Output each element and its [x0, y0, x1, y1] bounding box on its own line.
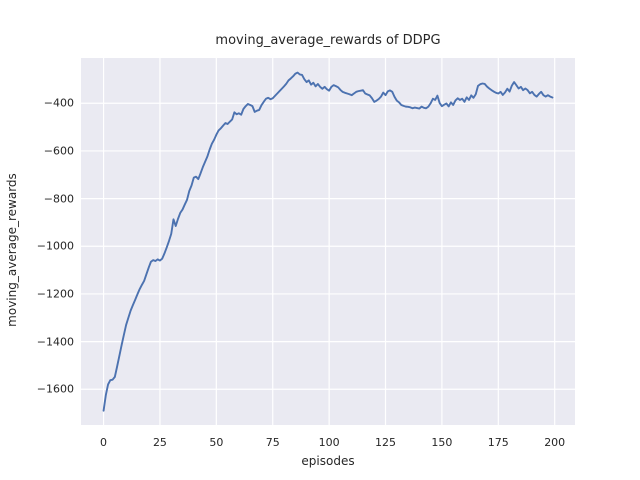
y-tick-label: −600: [43, 144, 74, 158]
y-tick-label: −800: [43, 192, 74, 206]
x-tick-label: 50: [209, 436, 224, 449]
x-tick-label: 200: [544, 436, 566, 449]
chart-title: moving_average_rewards of DDPG: [215, 33, 441, 48]
y-tick-label: −1400: [36, 335, 74, 349]
x-tick-label: 175: [487, 436, 509, 449]
x-tick-label: 0: [100, 436, 108, 449]
y-tick-label: −1600: [36, 382, 74, 396]
x-tick-label: 75: [265, 436, 280, 449]
y-tick-label: −1000: [36, 239, 74, 253]
x-tick-label: 125: [375, 436, 397, 449]
y-tick-label: −1200: [36, 287, 74, 301]
line-chart: [81, 58, 575, 425]
x-tick-label: 100: [318, 436, 340, 449]
y-tick-label: −400: [43, 96, 74, 110]
plot-area: [81, 58, 575, 425]
data-line: [102, 71, 554, 412]
x-tick-label: 150: [431, 436, 453, 449]
y-axis-label: moving_average_rewards: [5, 173, 19, 327]
x-tick-label: 25: [152, 436, 167, 449]
x-axis-label: episodes: [301, 454, 355, 468]
